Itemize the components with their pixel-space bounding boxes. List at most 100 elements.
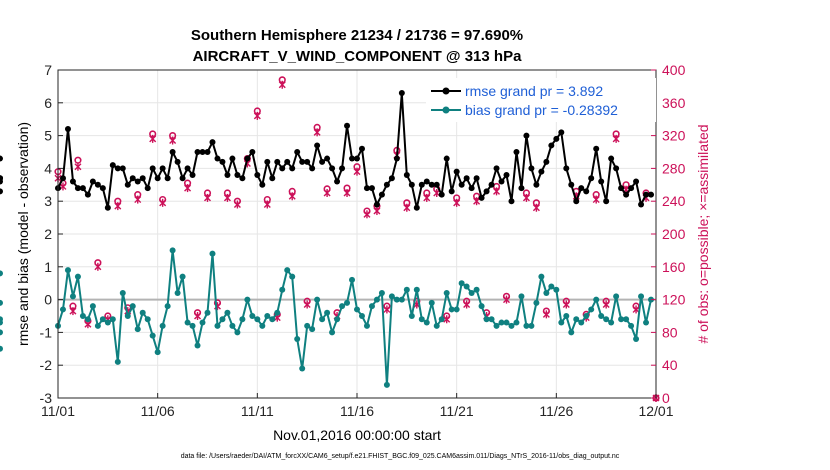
obs-assimilated-point (59, 182, 67, 191)
obs-assimilated-point (263, 200, 271, 209)
rmse-point (408, 181, 415, 188)
y-right-tick-label: 80 (662, 324, 678, 340)
rmse-point (533, 181, 540, 188)
rmse-point (269, 175, 276, 182)
rmse-point (319, 158, 326, 165)
rmse-point (79, 185, 86, 192)
rmse-point (194, 149, 201, 155)
y-tick-label: 7 (44, 62, 52, 78)
bias-point (154, 349, 161, 356)
legend: rmse grand pr = 3.892 bias grand pr = -0… (426, 78, 656, 122)
rmse-point (423, 178, 430, 185)
rmse-point (608, 155, 615, 162)
bias-point (284, 267, 291, 274)
rmse-point (329, 165, 336, 172)
rmse-point (618, 185, 625, 192)
bias-point (463, 283, 470, 290)
bias-point (89, 303, 96, 310)
rmse-point (368, 185, 375, 192)
bias-point (643, 319, 650, 326)
bias-point (628, 322, 635, 329)
legend-marker-bias (442, 106, 450, 114)
rmse-point (154, 175, 161, 182)
bias-point (483, 316, 490, 323)
rmse-point (324, 155, 331, 162)
rmse-point (224, 171, 231, 178)
bias-point (129, 303, 136, 310)
rmse-point (553, 135, 560, 142)
rmse-point (69, 178, 76, 185)
rmse-point (179, 175, 186, 182)
rmse-point (104, 204, 111, 211)
chart-subtitle: AIRCRAFT_V_WIND_COMPONENT @ 313 hPa (193, 48, 523, 65)
bias-point (254, 316, 261, 323)
rmse-point (468, 185, 475, 192)
rmse-point (363, 185, 370, 192)
x-tick-label: 11/06 (141, 403, 175, 419)
rmse-point (523, 132, 530, 139)
obs-assimilated-point (542, 310, 550, 319)
rmse-point (199, 149, 206, 155)
rmse-point (164, 175, 171, 182)
rmse-point (219, 158, 226, 165)
bias-point (339, 303, 346, 310)
bias-point (608, 319, 615, 326)
bias-point (388, 293, 395, 300)
bias-point (438, 316, 445, 323)
rmse-point (508, 198, 515, 205)
bias-point (408, 313, 415, 319)
bias-point (0, 270, 3, 277)
rmse-point (643, 191, 650, 198)
bias-point (99, 316, 106, 323)
bias-point (189, 322, 196, 329)
obs-assimilated-point (592, 195, 600, 204)
rmse-point (264, 158, 271, 165)
rmse-point (289, 165, 296, 172)
bias-point (573, 316, 580, 323)
rmse-point (378, 191, 385, 198)
bias-point (109, 316, 116, 323)
rmse-point (418, 181, 425, 188)
bias-point (513, 319, 520, 326)
bias-point (104, 319, 111, 326)
rmse-point (84, 191, 91, 198)
obs-assimilated-point (278, 80, 286, 89)
rmse-point (204, 149, 211, 155)
obs-assimilated-point (74, 162, 82, 171)
rmse-point (159, 165, 166, 172)
rmse-point (413, 204, 420, 211)
y-tick-label: 5 (44, 128, 52, 144)
rmse-point (344, 122, 351, 129)
rmse-point (244, 155, 251, 162)
bias-point (209, 250, 216, 257)
bias-point (598, 313, 605, 319)
rmse-point (583, 188, 590, 195)
rmse-point (189, 171, 196, 178)
bias-point (234, 329, 241, 336)
obs-assimilated-point (149, 134, 157, 143)
y-right-axis-label: # of obs: o=possible; ×=assimilated (695, 124, 711, 343)
obs-assimilated-point (204, 193, 211, 202)
bias-point (518, 293, 525, 300)
obs-assimilated-point (612, 134, 620, 143)
y-right-tick-label: 280 (662, 160, 686, 176)
rmse-point (638, 201, 645, 208)
rmse-point (383, 181, 390, 188)
legend-label-bias: bias grand pr = -0.28392 (465, 102, 618, 118)
rmse-point (239, 175, 246, 182)
rmse-point (124, 181, 131, 188)
bias-point (413, 286, 420, 293)
bias-point (553, 286, 560, 293)
bias-point (124, 313, 131, 319)
rmse-point (428, 181, 435, 188)
bias-point (289, 273, 296, 280)
bias-point (304, 322, 311, 329)
bias-point (309, 326, 316, 333)
rmse-point (209, 139, 216, 146)
bias-point (503, 319, 510, 326)
bias-point (593, 296, 600, 303)
bias-point (568, 329, 575, 336)
rmse-point (433, 181, 440, 188)
obs-assimilated-point (443, 315, 451, 324)
obs-assimilated-point (532, 203, 540, 212)
